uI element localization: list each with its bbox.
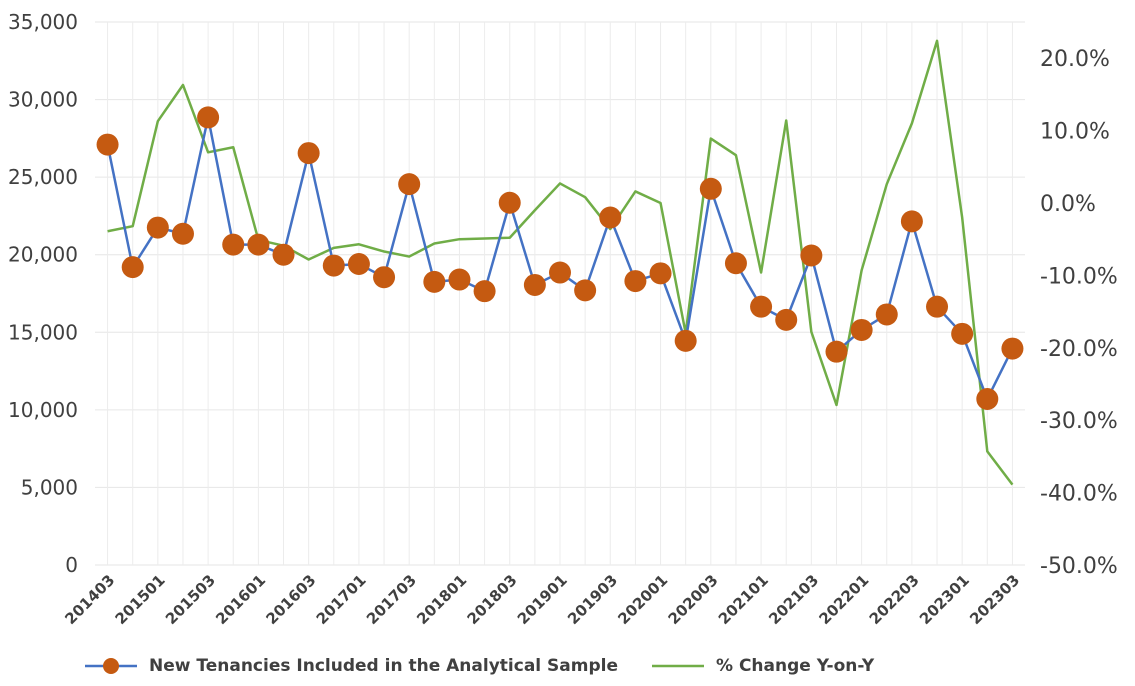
right-tick-label: -40.0% bbox=[1040, 482, 1118, 507]
new-tenancies-point bbox=[825, 340, 848, 363]
x-tick-label: 202003 bbox=[665, 571, 722, 628]
right-tick-label: 20.0% bbox=[1040, 47, 1110, 72]
new-tenancies-point bbox=[926, 295, 949, 318]
new-tenancies-point bbox=[96, 133, 119, 156]
new-tenancies-point bbox=[498, 191, 521, 214]
new-tenancies-point bbox=[373, 266, 396, 289]
x-tick-label: 201403 bbox=[61, 571, 118, 628]
x-tick-label: 201503 bbox=[162, 571, 219, 628]
x-tick-label: 202301 bbox=[916, 571, 973, 628]
right-tick-label: -50.0% bbox=[1040, 554, 1118, 579]
x-axis: 2014032015012015032016012016032017012017… bbox=[61, 571, 1023, 628]
new-tenancies-point bbox=[448, 268, 471, 291]
new-tenancies-point bbox=[398, 173, 421, 196]
right-tick-label: -10.0% bbox=[1040, 264, 1118, 289]
left-tick-label: 10,000 bbox=[8, 398, 78, 422]
x-tick-label: 201701 bbox=[313, 571, 370, 628]
new-tenancies-point bbox=[322, 254, 345, 277]
left-tick-label: 25,000 bbox=[8, 165, 78, 189]
new-tenancies-point bbox=[951, 322, 974, 345]
new-tenancies-point bbox=[347, 253, 370, 276]
new-tenancies-point bbox=[800, 244, 823, 267]
left-tick-label: 20,000 bbox=[8, 243, 78, 267]
new-tenancies-point bbox=[750, 295, 773, 318]
left-tick-label: 15,000 bbox=[8, 320, 78, 344]
new-tenancies-point bbox=[247, 233, 270, 256]
legend-item-new-tenancies: New Tenancies Included in the Analytical… bbox=[85, 656, 618, 676]
new-tenancies-point bbox=[724, 252, 747, 275]
new-tenancies-point bbox=[599, 206, 622, 229]
left-tick-label: 5,000 bbox=[21, 475, 78, 499]
new-tenancies-point bbox=[624, 270, 647, 293]
new-tenancies-point bbox=[272, 243, 295, 266]
right-tick-label: -20.0% bbox=[1040, 337, 1118, 362]
left-tick-label: 0 bbox=[65, 553, 78, 577]
new-tenancies-point bbox=[875, 303, 898, 326]
new-tenancies-point bbox=[900, 210, 923, 233]
right-tick-label: 10.0% bbox=[1040, 120, 1110, 145]
new-tenancies-point bbox=[549, 261, 571, 284]
legend-label-new-tenancies: New Tenancies Included in the Analytical… bbox=[149, 656, 618, 676]
x-tick-label: 202101 bbox=[715, 571, 772, 628]
new-tenancies-point bbox=[423, 270, 446, 293]
x-tick-label: 202203 bbox=[866, 571, 923, 628]
x-tick-label: 201501 bbox=[112, 571, 169, 628]
new-tenancies-point bbox=[171, 222, 194, 245]
right-tick-label: 0.0% bbox=[1040, 192, 1096, 217]
left-axis: 0 5,000 10,000 15,000 20,000 25,000 30,000 35,0… bbox=[8, 10, 78, 577]
x-tick-label: 201603 bbox=[262, 571, 319, 628]
x-tick-label: 201803 bbox=[464, 571, 521, 628]
new-tenancies-point bbox=[674, 329, 697, 352]
new-tenancies-point bbox=[976, 387, 999, 410]
new-tenancies-point bbox=[699, 177, 722, 200]
new-tenancies-point bbox=[649, 262, 672, 285]
new-tenancies-point bbox=[1001, 337, 1024, 360]
left-tick-label: 35,000 bbox=[8, 10, 78, 34]
legend-marker-pct-change bbox=[652, 664, 704, 668]
gridlines bbox=[95, 21, 1025, 566]
x-tick-label: 202103 bbox=[765, 571, 822, 628]
legend-marker-new-tenancies bbox=[85, 658, 137, 674]
x-tick-label: 201903 bbox=[564, 571, 621, 628]
legend-label-pct-change: % Change Y-on-Y bbox=[716, 656, 875, 676]
new-tenancies-point bbox=[850, 318, 873, 341]
x-tick-label: 201801 bbox=[413, 571, 470, 628]
series-new-tenancies bbox=[96, 106, 1024, 410]
new-tenancies-point bbox=[121, 256, 144, 279]
new-tenancies-point bbox=[574, 279, 597, 302]
x-tick-label: 201601 bbox=[212, 571, 269, 628]
x-tick-label: 201703 bbox=[363, 571, 420, 628]
new-tenancies-point bbox=[146, 216, 169, 239]
x-tick-label: 201901 bbox=[514, 571, 571, 628]
new-tenancies-point bbox=[523, 273, 546, 296]
legend: New Tenancies Included in the Analytical… bbox=[0, 656, 1135, 686]
new-tenancies-point bbox=[297, 142, 320, 165]
x-tick-label: 202201 bbox=[815, 571, 872, 628]
x-tick-label: 202001 bbox=[614, 571, 671, 628]
new-tenancies-point bbox=[775, 308, 798, 331]
right-tick-label: -30.0% bbox=[1040, 409, 1118, 434]
new-tenancies-point bbox=[197, 106, 220, 129]
legend-item-pct-change: % Change Y-on-Y bbox=[652, 656, 874, 676]
left-tick-label: 30,000 bbox=[8, 88, 78, 112]
new-tenancies-point bbox=[222, 233, 245, 256]
chart: 0 5,000 10,000 15,000 20,000 25,000 30,000 35,0… bbox=[8, 10, 1118, 628]
x-tick-label: 202303 bbox=[966, 571, 1023, 628]
new-tenancies-point bbox=[473, 280, 496, 303]
right-axis: -50.0% -40.0% -30.0% -20.0% -10.0% 0.0% 10.0% 2… bbox=[1040, 47, 1118, 579]
